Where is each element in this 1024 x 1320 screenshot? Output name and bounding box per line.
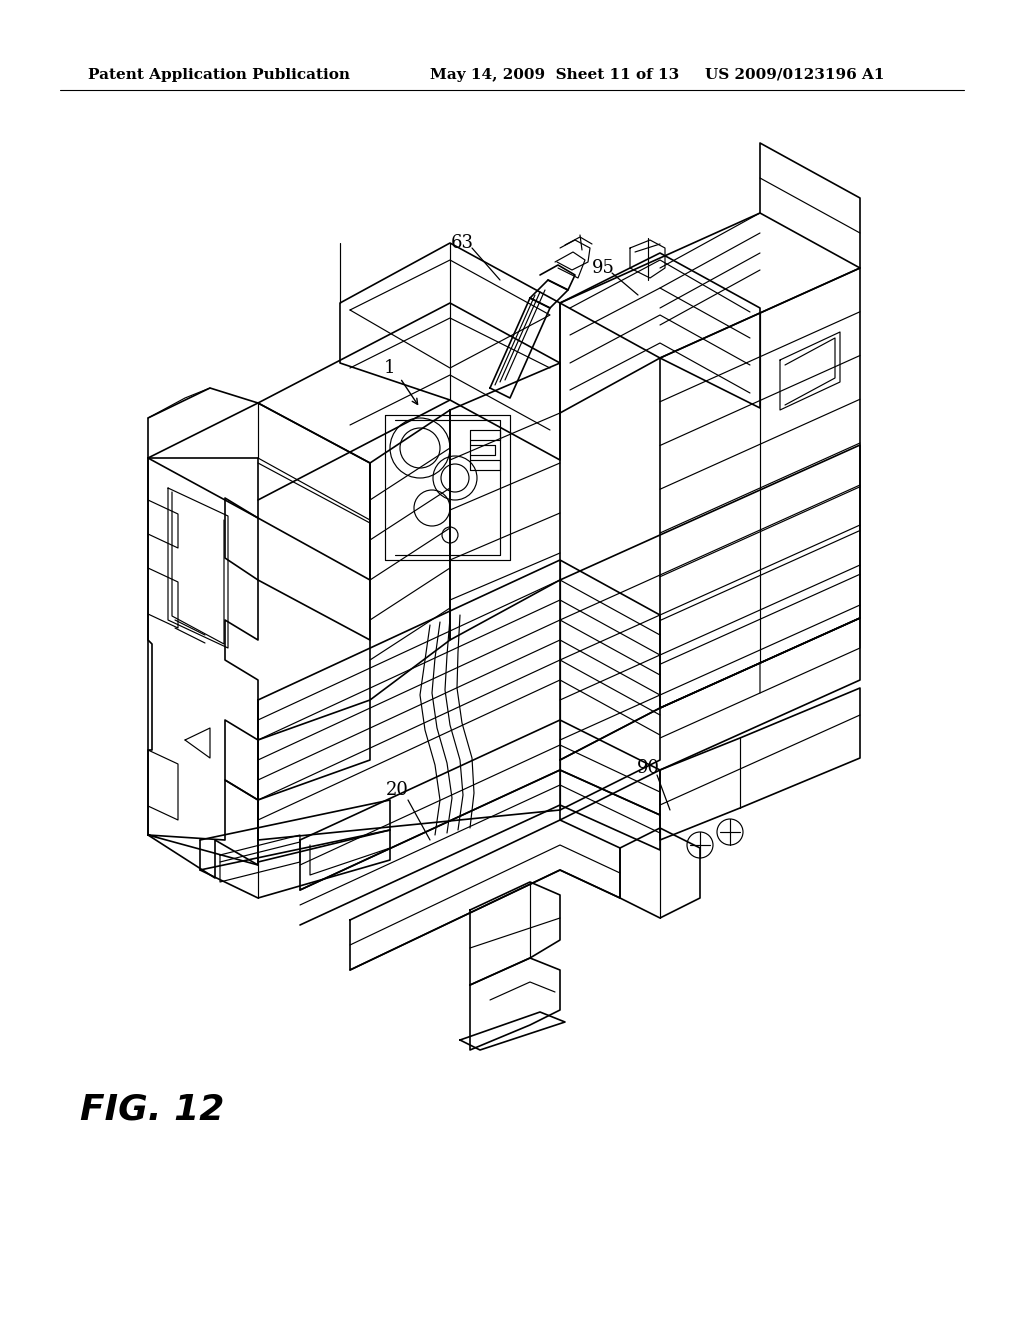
Text: 1: 1 xyxy=(384,359,395,378)
Text: May 14, 2009  Sheet 11 of 13: May 14, 2009 Sheet 11 of 13 xyxy=(430,69,679,82)
Text: Patent Application Publication: Patent Application Publication xyxy=(88,69,350,82)
Text: 20: 20 xyxy=(386,781,409,799)
Text: 90: 90 xyxy=(637,759,659,777)
Text: 63: 63 xyxy=(451,234,473,252)
Text: 95: 95 xyxy=(592,259,614,277)
Text: US 2009/0123196 A1: US 2009/0123196 A1 xyxy=(705,69,885,82)
Text: FIG. 12: FIG. 12 xyxy=(80,1093,224,1127)
